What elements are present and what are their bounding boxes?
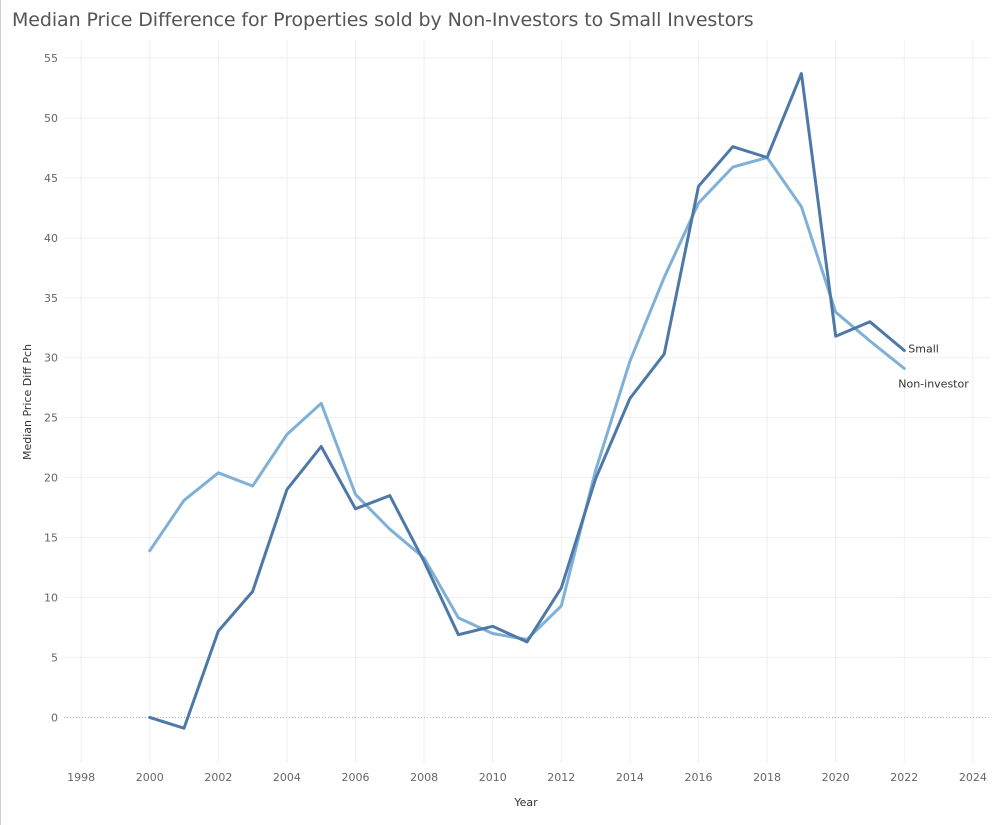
x-tick-label: 2024 xyxy=(959,771,987,784)
y-tick-label: 20 xyxy=(44,472,58,485)
x-tick-label: 2002 xyxy=(204,771,232,784)
series-line-small xyxy=(148,72,906,730)
x-tick-label: 2016 xyxy=(684,771,712,784)
x-tick-label: 2014 xyxy=(616,771,644,784)
y-tick-label: 45 xyxy=(44,172,58,185)
series-line-non-investor xyxy=(148,156,906,641)
x-tick-label: 2012 xyxy=(547,771,575,784)
y-tick-label: 35 xyxy=(44,292,58,305)
chart-title: Median Price Difference for Properties s… xyxy=(12,9,754,31)
x-tick-label: 2006 xyxy=(342,771,370,784)
y-tick-label: 15 xyxy=(44,532,58,545)
x-tick-label: 2008 xyxy=(410,771,438,784)
y-tick-label: 50 xyxy=(44,112,58,125)
y-axis-title: Median Price Diff Pch xyxy=(21,344,34,460)
y-tick-label: 25 xyxy=(44,412,58,425)
x-axis-ticks: 1998 2000 2002 2004 2006 2008 2010 2012 2014 2016… xyxy=(67,771,987,784)
x-tick-label: 2004 xyxy=(273,771,301,784)
x-axis-title: Year xyxy=(513,796,538,809)
y-tick-label: 0 xyxy=(51,711,58,724)
series-label-small: Small xyxy=(908,343,939,356)
series-lines xyxy=(148,72,906,730)
left-border xyxy=(0,0,1,825)
x-tick-label: 2020 xyxy=(822,771,850,784)
y-axis-ticks: 0 5 10 15 20 25 30 35 40 45 50 55 xyxy=(44,52,58,724)
x-tick-label: 2022 xyxy=(890,771,918,784)
x-tick-label: 2018 xyxy=(753,771,781,784)
series-labels: Small Non-investor xyxy=(898,343,969,391)
y-tick-label: 55 xyxy=(44,52,58,65)
x-tick-label: 1998 xyxy=(67,771,95,784)
y-tick-label: 10 xyxy=(44,592,58,605)
y-tick-label: 5 xyxy=(51,651,58,664)
grid xyxy=(64,40,990,763)
y-tick-label: 40 xyxy=(44,232,58,245)
y-tick-label: 30 xyxy=(44,352,58,365)
x-tick-label: 2000 xyxy=(136,771,164,784)
series-label-non-investor: Non-investor xyxy=(898,378,969,391)
x-tick-label: 2010 xyxy=(479,771,507,784)
